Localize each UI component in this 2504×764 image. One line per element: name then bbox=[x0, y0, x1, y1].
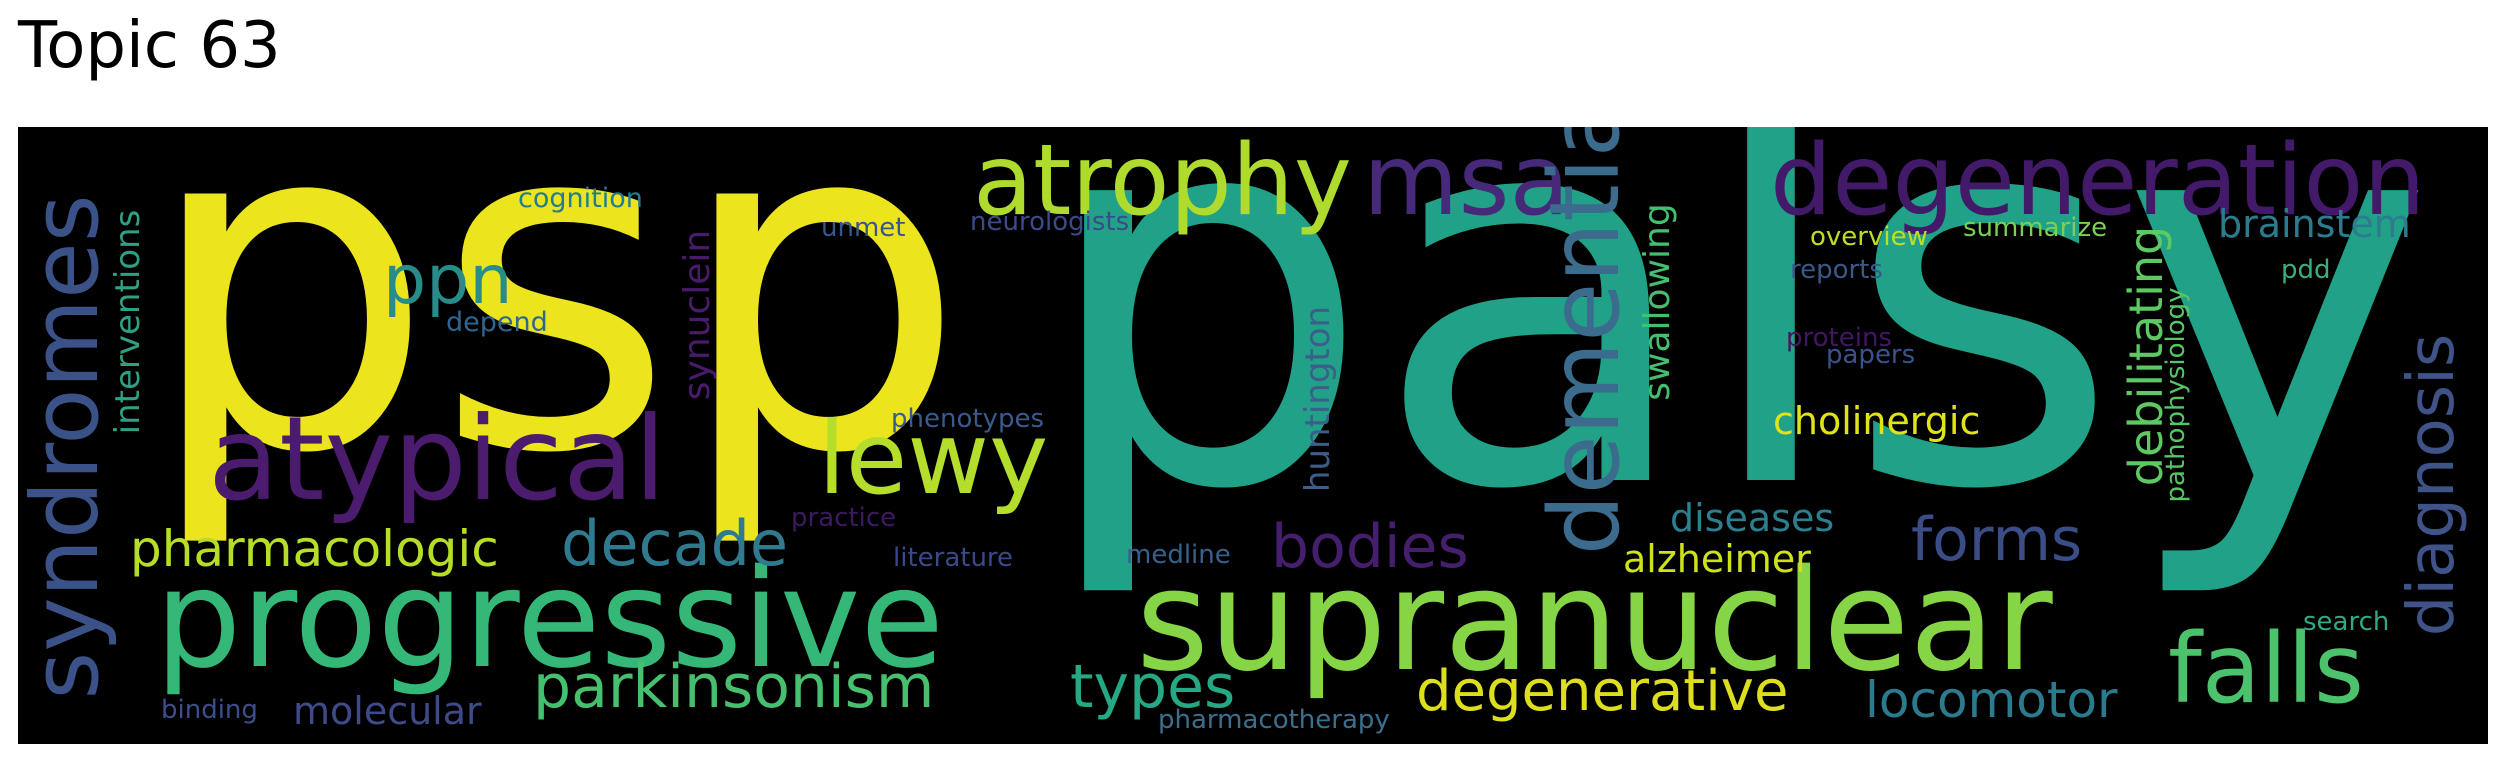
word-cognition: cognition bbox=[518, 183, 643, 214]
word-practice: practice bbox=[791, 503, 897, 533]
word-psp: psp bbox=[143, 127, 967, 554]
word-papers: papers bbox=[1826, 340, 1916, 370]
word-locomotor: locomotor bbox=[1865, 671, 2118, 729]
word-cloud: psp palsy supranuclear progressive atypi… bbox=[18, 127, 2488, 744]
word-literature: literature bbox=[893, 543, 1014, 573]
word-overview: overview bbox=[1810, 222, 1928, 252]
word-ppn: ppn bbox=[383, 241, 513, 320]
word-medline: medline bbox=[1126, 540, 1231, 570]
word-degeneration: degeneration bbox=[1770, 127, 2426, 238]
word-alzheimer: alzheimer bbox=[1623, 537, 1811, 581]
word-molecular: molecular bbox=[293, 689, 482, 733]
word-swallowing: swallowing bbox=[1637, 203, 1678, 401]
word-search: search bbox=[2303, 607, 2390, 637]
word-summarize: summarize bbox=[1963, 213, 2108, 243]
word-synuclein: synuclein bbox=[677, 229, 718, 401]
word-atypical: atypical bbox=[208, 392, 667, 527]
word-types: types bbox=[1070, 652, 1236, 722]
word-supranuclear: supranuclear bbox=[1136, 540, 2053, 703]
word-parkinsonism: parkinsonism bbox=[533, 652, 935, 722]
word-cholinergic: cholinergic bbox=[1773, 399, 1981, 443]
word-diagnosis: diagnosis bbox=[2395, 333, 2469, 637]
word-interventions: interventions bbox=[108, 209, 148, 435]
word-depend: depend bbox=[446, 307, 548, 338]
word-pdd: pdd bbox=[2281, 255, 2331, 285]
word-neurologists: neurologists bbox=[970, 207, 1130, 237]
word-decade: decade bbox=[561, 507, 789, 580]
page-title: Topic 63 bbox=[18, 9, 281, 83]
word-palsy: palsy bbox=[1036, 127, 2435, 605]
word-phenotypes: phenotypes bbox=[891, 404, 1044, 434]
word-degenerative: degenerative bbox=[1416, 659, 1789, 724]
word-proteins: proteins bbox=[1786, 323, 1892, 353]
word-syndromes: syndromes bbox=[18, 194, 119, 700]
word-pharmacologic: pharmacologic bbox=[130, 520, 499, 578]
word-dementia: dementia bbox=[1529, 127, 1641, 556]
word-reports: reports bbox=[1790, 255, 1883, 285]
word-progressive: progressive bbox=[155, 541, 945, 699]
word-pathophysiology: pathophysiology bbox=[2161, 287, 2191, 503]
word-msa: msa bbox=[1363, 127, 1570, 238]
word-forms: forms bbox=[1911, 505, 2083, 575]
word-falls: falls bbox=[2168, 613, 2364, 725]
word-atrophy: atrophy bbox=[973, 127, 1352, 238]
word-bodies: bodies bbox=[1271, 512, 1469, 582]
word-brainstem: brainstem bbox=[2218, 202, 2411, 246]
word-pharmacotherapy: pharmacotherapy bbox=[1158, 705, 1390, 735]
word-binding: binding bbox=[161, 695, 258, 725]
word-lewy: lewy bbox=[818, 400, 1049, 517]
word-diseases: diseases bbox=[1670, 496, 1835, 540]
word-unmet: unmet bbox=[821, 213, 906, 243]
word-huntington: huntington bbox=[1298, 305, 1338, 493]
